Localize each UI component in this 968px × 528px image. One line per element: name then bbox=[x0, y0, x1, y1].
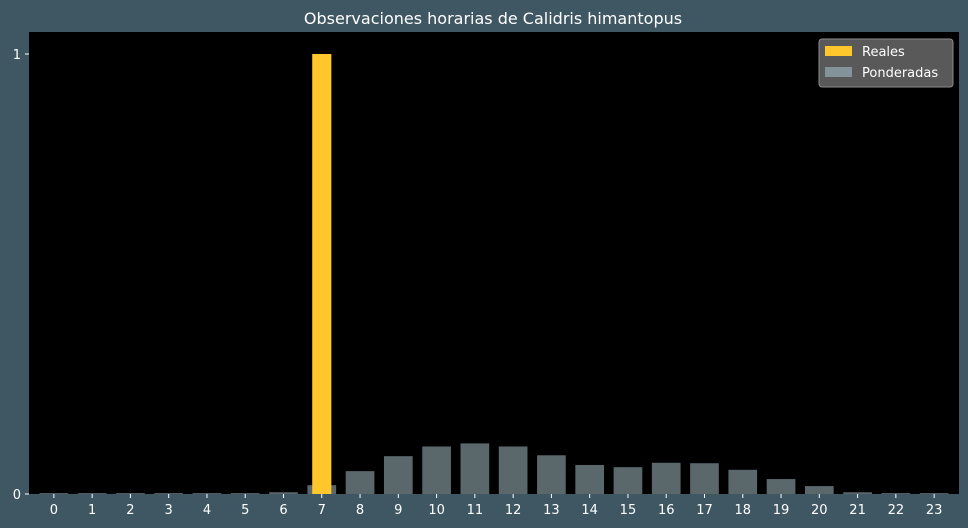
x-tick-label: 5 bbox=[241, 503, 249, 518]
x-tick-label: 23 bbox=[926, 503, 943, 518]
bar-ponderadas-3 bbox=[154, 493, 184, 494]
bar-ponderadas-23 bbox=[919, 493, 949, 494]
x-tick-label: 19 bbox=[773, 503, 790, 518]
x-tick-label: 22 bbox=[888, 503, 905, 518]
bar-ponderadas-12 bbox=[498, 446, 528, 494]
x-tick-label: 9 bbox=[394, 503, 402, 518]
x-tick-label: 12 bbox=[505, 503, 522, 518]
series-reales bbox=[312, 54, 332, 494]
bar-ponderadas-21 bbox=[843, 492, 872, 494]
x-tick-label: 16 bbox=[658, 503, 675, 518]
legend-label-reales: Reales bbox=[862, 45, 905, 60]
x-tick-label: 1 bbox=[88, 503, 96, 518]
x-tick-label: 6 bbox=[279, 503, 287, 518]
legend-swatch-reales bbox=[825, 46, 852, 56]
bar-ponderadas-17 bbox=[690, 463, 719, 494]
y-tick-label: 1 bbox=[13, 48, 21, 63]
bar-ponderadas-18 bbox=[728, 469, 758, 494]
x-tick-label: 2 bbox=[126, 503, 134, 518]
x-tick-label: 7 bbox=[318, 503, 326, 518]
bar-ponderadas-1 bbox=[77, 493, 107, 494]
bar-ponderadas-0 bbox=[39, 493, 69, 494]
plot-area bbox=[29, 32, 959, 494]
x-tick-label: 17 bbox=[696, 503, 713, 518]
bar-ponderadas-13 bbox=[537, 455, 566, 494]
x-tick-label: 10 bbox=[428, 503, 445, 518]
bar-ponderadas-8 bbox=[345, 471, 375, 494]
bar-ponderadas-2 bbox=[116, 493, 145, 494]
bar-reales-7 bbox=[312, 54, 332, 494]
legend-label-ponderadas: Ponderadas bbox=[862, 66, 938, 81]
series-ponderadas bbox=[39, 443, 949, 494]
bar-ponderadas-20 bbox=[804, 486, 834, 494]
x-tick-label: 15 bbox=[620, 503, 637, 518]
x-tick-label: 18 bbox=[734, 503, 751, 518]
bar-ponderadas-14 bbox=[575, 464, 605, 494]
bar-ponderadas-10 bbox=[422, 446, 451, 494]
bar-ponderadas-4 bbox=[192, 493, 222, 494]
x-tick-label: 13 bbox=[543, 503, 560, 518]
x-tick-label: 11 bbox=[467, 503, 484, 518]
x-axis: 0 1 2 3 4 5 6 7 8 9 10 11 12 13 14 15 16 17 18 19 20 21 22 23 bbox=[50, 494, 943, 518]
bar-ponderadas-9 bbox=[383, 456, 413, 494]
y-tick-label: 0 bbox=[13, 488, 21, 503]
bar-ponderadas-15 bbox=[613, 467, 643, 494]
bar-ponderadas-22 bbox=[881, 493, 911, 494]
bar-ponderadas-16 bbox=[651, 462, 681, 494]
x-tick-label: 21 bbox=[849, 503, 866, 518]
bar-ponderadas-6 bbox=[269, 492, 298, 494]
y-axis: 01 bbox=[13, 48, 29, 503]
legend: Reales Ponderadas bbox=[818, 38, 954, 88]
x-tick-label: 0 bbox=[50, 503, 58, 518]
bar-ponderadas-19 bbox=[766, 479, 796, 494]
bar-ponderadas-5 bbox=[230, 493, 260, 494]
x-tick-label: 8 bbox=[356, 503, 364, 518]
legend-box bbox=[818, 38, 954, 88]
legend-swatch-ponderadas bbox=[825, 67, 852, 77]
bar-ponderadas-11 bbox=[460, 443, 490, 494]
x-tick-label: 3 bbox=[165, 503, 173, 518]
x-tick-label: 4 bbox=[203, 503, 211, 518]
x-tick-label: 20 bbox=[811, 503, 828, 518]
chart-title: Observaciones horarias de Calidris himan… bbox=[304, 9, 682, 28]
x-tick-label: 14 bbox=[581, 503, 598, 518]
